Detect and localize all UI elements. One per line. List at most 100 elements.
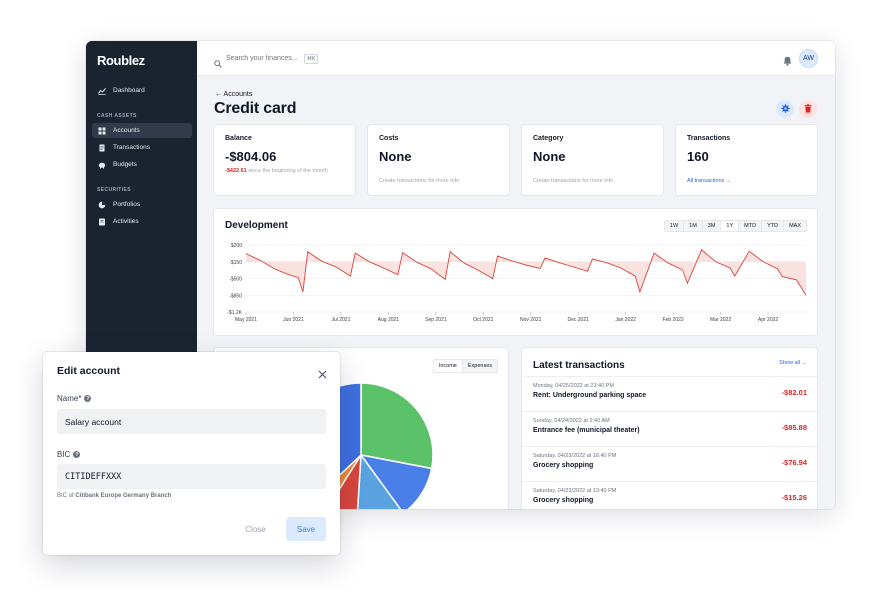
grid-icon: [98, 127, 106, 135]
transaction-name: Grocery shopping: [533, 462, 594, 469]
trash-icon: [804, 100, 812, 118]
bic-field[interactable]: [57, 464, 326, 489]
balance-value: -$804.06: [225, 149, 277, 164]
settings-button[interactable]: [776, 100, 794, 118]
name-label-text: Name*: [57, 394, 82, 403]
all-transactions-link[interactable]: All transactions →: [687, 178, 732, 184]
close-button[interactable]: Close: [245, 525, 266, 534]
range-selector: 1W 1M 3M 1Y MTD YTD MAX: [663, 220, 807, 232]
development-card: Development 1W 1M 3M 1Y MTD YTD MAX $200 -$150 -…: [214, 209, 817, 335]
app-logo[interactable]: Roublez: [97, 53, 145, 68]
category-card: Category None Create transactions for mo…: [522, 125, 663, 195]
y-tick-label: $200: [231, 243, 242, 249]
range-1y[interactable]: 1Y: [721, 221, 740, 231]
y-tick-label: -$850: [229, 293, 242, 299]
search-shortcut: ⌘K: [304, 54, 319, 64]
close-icon[interactable]: [318, 366, 327, 384]
bic-label: BIC ?: [57, 450, 81, 459]
range-1m[interactable]: 1M: [684, 221, 703, 231]
bic-label-text: BIC: [57, 450, 71, 459]
y-tick-label: -$150: [229, 260, 242, 266]
toggle-expenses[interactable]: Expenses: [467, 363, 492, 369]
transaction-row[interactable]: Saturday, 04/23/2022 at 16:40 PM Grocery…: [522, 446, 817, 481]
toggle-income[interactable]: Income: [433, 360, 463, 372]
x-tick-label: Apr 2022: [758, 317, 779, 323]
sidebar-item-label: Transactions: [113, 144, 150, 151]
sidebar-item-dashboard[interactable]: Dashboard: [92, 83, 192, 98]
transaction-row[interactable]: Saturday, 04/23/2022 at 13:40 PM Grocery…: [522, 481, 817, 509]
x-tick-label: Sep 2021: [425, 317, 447, 323]
pie-icon: [98, 201, 106, 209]
transaction-amount: -$76.94: [781, 458, 807, 467]
x-tick-label: Feb 2022: [663, 317, 684, 323]
bell-icon[interactable]: [783, 53, 792, 71]
range-3m[interactable]: 3M: [703, 221, 722, 231]
pie-slice[interactable]: [360, 382, 434, 470]
name-label: Name* ?: [57, 394, 92, 403]
sidebar-item-transactions[interactable]: Transactions: [92, 140, 192, 155]
search-input[interactable]: [226, 53, 306, 64]
pie-slice[interactable]: [356, 452, 404, 509]
category-value: None: [533, 149, 566, 164]
transaction-amount: -$15.26: [781, 493, 807, 502]
x-tick-label: Dec 2021: [568, 317, 590, 323]
bic-hint-prefix: BIC of: [57, 493, 76, 499]
page-title: Credit card: [214, 100, 297, 117]
sidebar-item-accounts[interactable]: Accounts: [92, 123, 192, 138]
sidebar-item-budgets[interactable]: Budgets: [92, 157, 192, 172]
modal-title: Edit account: [57, 365, 121, 377]
sidebar-item-activities[interactable]: Activities: [92, 214, 192, 229]
section-securities: SECURITIES: [97, 187, 132, 193]
sidebar-item-portfolios[interactable]: Portfolios: [92, 197, 192, 212]
transaction-row[interactable]: Sunday, 04/24/2022 at 2:40 AM Entrance f…: [522, 411, 817, 446]
ledger-icon: [98, 218, 106, 226]
range-ytd[interactable]: YTD: [762, 221, 785, 231]
pie-slice[interactable]: [322, 454, 362, 509]
y-tick-label: -$500: [229, 277, 242, 283]
transaction-amount: -$82.01: [781, 388, 807, 397]
transaction-name: Grocery shopping: [533, 497, 594, 504]
pie-slice[interactable]: [359, 453, 433, 509]
transactions-card: Transactions 160 All transactions →: [676, 125, 817, 195]
gear-icon: [780, 100, 790, 118]
name-field[interactable]: [57, 409, 326, 434]
delete-button[interactable]: [799, 100, 817, 118]
balance-change-amount: -$422.61: [225, 168, 247, 174]
income-expense-toggle: Income Expenses: [432, 359, 498, 373]
range-1w[interactable]: 1W: [665, 221, 685, 231]
transaction-name: Rent: Underground parking space: [533, 392, 647, 399]
document-icon: [98, 144, 106, 152]
breadcrumb[interactable]: ← Accounts: [215, 91, 253, 98]
help-icon[interactable]: ?: [84, 395, 92, 402]
piggy-bank-icon: [98, 161, 106, 169]
range-mtd[interactable]: MTD: [739, 221, 763, 231]
chart-icon: [98, 87, 106, 95]
transaction-name: Entrance fee (municipal theater): [533, 427, 640, 434]
x-tick-label: Mar 2022: [710, 317, 731, 323]
series-area: [246, 249, 806, 296]
avatar[interactable]: AW: [799, 49, 818, 68]
show-all-link[interactable]: Show all →: [779, 360, 807, 366]
bic-hint: BIC of Citibank Europe Germany Branch: [57, 493, 171, 499]
transaction-row[interactable]: Monday, 04/25/2022 at 23:40 PM Rent: Und…: [522, 376, 817, 411]
balance-change: -$422.61 since the beginning of the mont…: [225, 167, 335, 175]
transaction-date: Saturday, 04/23/2022 at 13:40 PM: [533, 488, 617, 494]
transactions-label: Transactions: [687, 135, 731, 142]
transaction-amount: -$85.88: [781, 423, 807, 432]
search-icon: [214, 55, 222, 73]
latest-transactions-card: Latest transactions Show all → Monday, 0…: [522, 348, 817, 509]
help-icon[interactable]: ?: [73, 451, 81, 458]
section-cash-assets: CASH ASSETS: [97, 113, 137, 119]
costs-value: None: [379, 149, 412, 164]
series-line: [245, 249, 807, 296]
sidebar-item-label: Dashboard: [113, 87, 145, 94]
sidebar-item-label: Budgets: [113, 161, 137, 168]
balance-card: Balance -$804.06 -$422.61 since the begi…: [214, 125, 355, 195]
transaction-date: Monday, 04/25/2022 at 23:40 PM: [533, 383, 614, 389]
sidebar-item-label: Portfolios: [113, 201, 141, 208]
range-max[interactable]: MAX: [789, 223, 801, 229]
top-bar: ⌘K AW: [197, 41, 835, 76]
save-button[interactable]: Save: [286, 517, 326, 541]
category-label: Category: [533, 135, 564, 142]
